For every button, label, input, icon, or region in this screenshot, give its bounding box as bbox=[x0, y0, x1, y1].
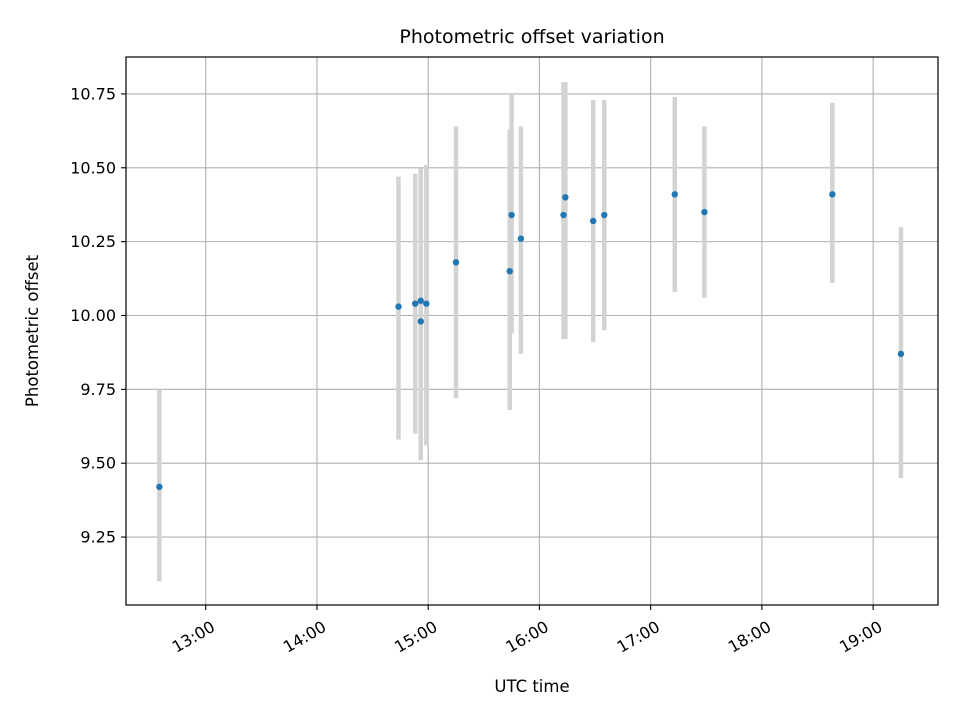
data-point bbox=[897, 350, 905, 358]
data-point bbox=[517, 235, 525, 242]
y-tick-label: 10.00 bbox=[70, 306, 116, 325]
y-tick-label: 10.75 bbox=[70, 84, 116, 103]
tick-marks bbox=[121, 93, 874, 610]
grid-lines bbox=[126, 57, 938, 605]
data-point bbox=[412, 300, 419, 307]
data-point bbox=[423, 300, 430, 307]
y-axis-title: Photometric offset bbox=[23, 254, 42, 407]
y-tick-label: 9.75 bbox=[80, 380, 116, 399]
data-point bbox=[671, 191, 678, 198]
data-point bbox=[417, 297, 424, 304]
data-point bbox=[417, 318, 424, 325]
data-points bbox=[156, 191, 905, 491]
x-axis-title: UTC time bbox=[494, 677, 569, 696]
data-point bbox=[562, 194, 569, 201]
data-point bbox=[560, 211, 567, 219]
data-point bbox=[601, 211, 608, 219]
data-point bbox=[395, 303, 402, 310]
data-point bbox=[156, 483, 163, 491]
data-point bbox=[508, 211, 515, 219]
data-point bbox=[589, 217, 597, 225]
data-point bbox=[506, 267, 513, 275]
chart-title: Photometric offset variation bbox=[399, 26, 664, 48]
y-tick-label: 9.50 bbox=[80, 454, 116, 473]
data-point bbox=[452, 259, 460, 266]
y-tick-label: 9.25 bbox=[80, 528, 116, 547]
y-tick-label: 10.25 bbox=[70, 232, 116, 251]
data-point bbox=[829, 191, 836, 198]
y-tick-labels: 9.25 9.50 9.75 10.00 10.25 10.50 10.75 bbox=[70, 84, 116, 546]
y-tick-label: 10.50 bbox=[70, 158, 116, 177]
data-point bbox=[701, 208, 708, 216]
plot-area-frame bbox=[125, 56, 939, 606]
